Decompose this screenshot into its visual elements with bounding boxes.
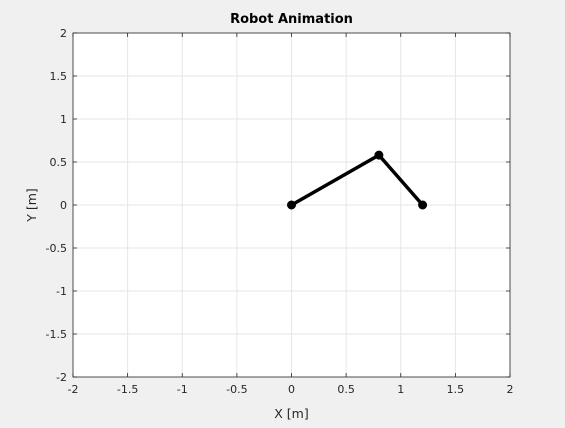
x-tick-label: 2 (507, 383, 514, 396)
x-tick-label: 0 (288, 383, 295, 396)
x-tick-label: 0.5 (337, 383, 355, 396)
x-tick-label: -1 (177, 383, 188, 396)
y-tick-label: 0.5 (50, 156, 68, 169)
x-tick-label: -1.5 (117, 383, 138, 396)
x-tick-label: 1.5 (447, 383, 465, 396)
y-tick-label: 1 (60, 113, 67, 126)
x-tick-label: -0.5 (226, 383, 247, 396)
y-tick-label: -0.5 (46, 242, 67, 255)
joint-marker (419, 201, 427, 209)
y-tick-label: 2 (60, 27, 67, 40)
y-tick-label: 0 (60, 199, 67, 212)
x-tick-label: -2 (68, 383, 79, 396)
y-tick-label: -2 (56, 371, 67, 384)
y-tick-label: -1.5 (46, 328, 67, 341)
joint-marker (375, 151, 383, 159)
x-axis-label: X [m] (274, 406, 308, 421)
y-tick-label: -1 (56, 285, 67, 298)
joint-marker (288, 201, 296, 209)
chart-title: Robot Animation (230, 12, 353, 27)
y-tick-label: 1.5 (50, 70, 68, 83)
x-tick-label: 1 (397, 383, 404, 396)
y-axis-label: Y [m] (24, 188, 39, 223)
